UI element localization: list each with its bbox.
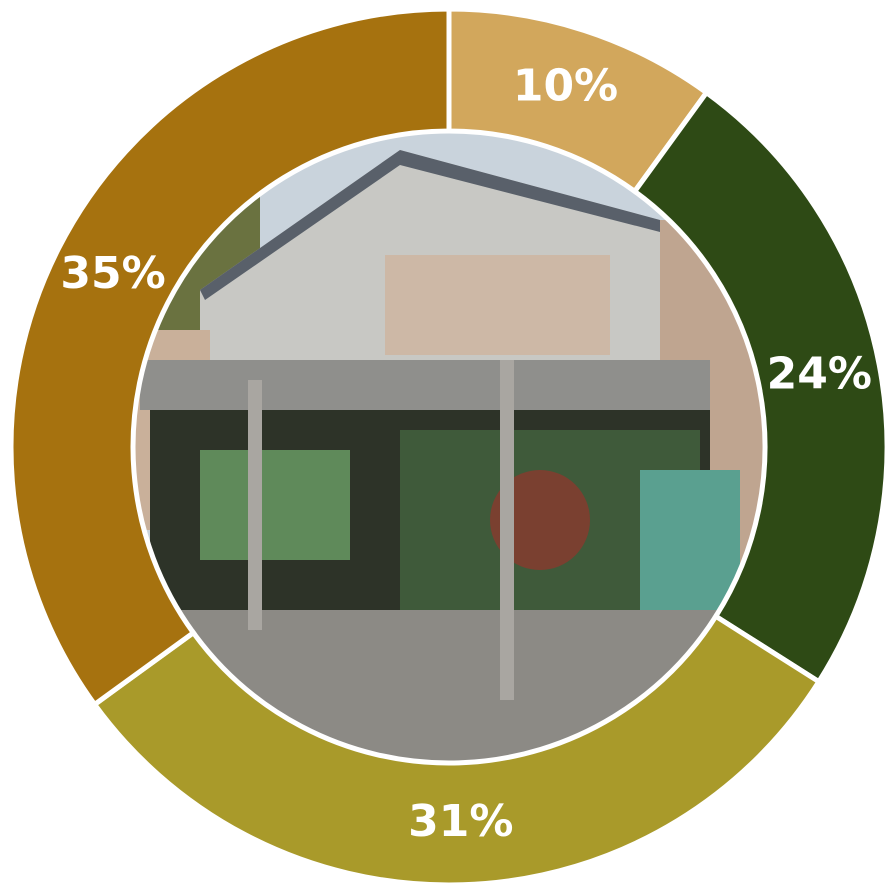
post [500, 360, 514, 700]
canopy [140, 360, 710, 410]
data-label: 24% [767, 348, 872, 399]
mural-left [200, 450, 350, 560]
donut-segment [91, 612, 823, 887]
data-label: 10% [513, 60, 618, 111]
wall [385, 255, 610, 355]
data-label: 31% [408, 796, 513, 847]
data-label: 35% [60, 248, 165, 299]
post [248, 380, 262, 630]
donut-segment [631, 89, 890, 686]
mural-detail [490, 470, 590, 570]
donut-segment [8, 6, 452, 708]
